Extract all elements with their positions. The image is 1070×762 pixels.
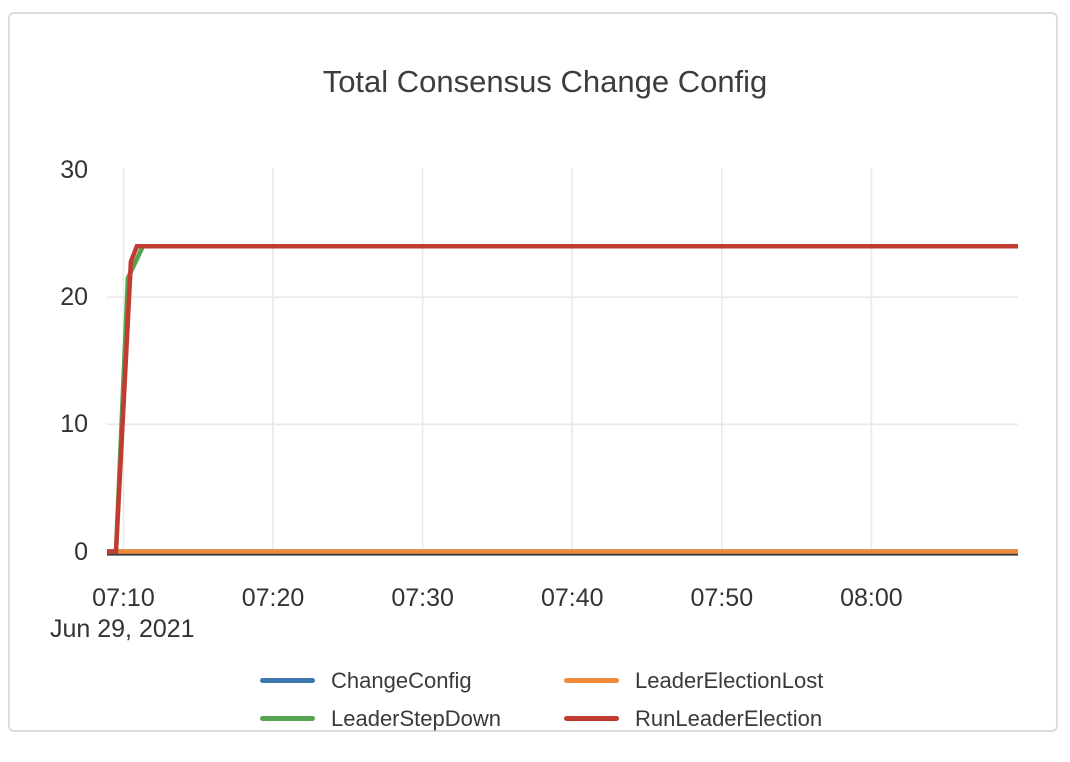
series-line-RunLeaderElection[interactable] xyxy=(107,244,1018,554)
x-tick-label: 07:10 xyxy=(92,584,155,612)
x-tick-label: 07:50 xyxy=(690,584,754,612)
y-tick-label: 20 xyxy=(60,283,88,312)
legend-label: RunLeaderElection xyxy=(635,705,823,731)
y-tick-label: 30 xyxy=(60,156,88,184)
chart-title: Total Consensus Change Config xyxy=(322,64,768,99)
legend-label: LeaderStepDown xyxy=(331,705,502,731)
legend-item-RunLeaderElection[interactable]: RunLeaderElection xyxy=(564,706,823,731)
y-tick-label: 0 xyxy=(74,537,88,566)
legend: ChangeConfig LeaderElectionLost LeaderStep… xyxy=(260,668,823,731)
x-tick-label: 07:20 xyxy=(241,584,305,612)
x-tick-label: 07:30 xyxy=(391,584,454,612)
legend-item-LeaderElectionLost[interactable]: LeaderElectionLost xyxy=(564,668,823,693)
legend-line-swatch xyxy=(564,678,619,683)
series-line-LeaderStepDown[interactable] xyxy=(107,244,1018,554)
x-tick-label: 08:00 xyxy=(840,584,903,612)
legend-label: LeaderElectionLost xyxy=(635,667,824,693)
x-axis-date-label: Jun 29, 2021 xyxy=(50,615,195,643)
legend-label: ChangeConfig xyxy=(331,667,472,693)
x-tick-label: 07:40 xyxy=(540,584,604,612)
legend-line-swatch xyxy=(260,716,315,721)
y-tick-label: 10 xyxy=(60,410,88,439)
plot-area[interactable] xyxy=(10,14,1070,762)
legend-line-swatch xyxy=(564,716,619,721)
legend-item-ChangeConfig[interactable]: ChangeConfig xyxy=(260,668,564,693)
chart-card: Total Consensus Change Config 0 10 20 30 07… xyxy=(8,12,1058,732)
legend-item-LeaderStepDown[interactable]: LeaderStepDown xyxy=(260,706,564,731)
legend-line-swatch xyxy=(260,678,315,683)
